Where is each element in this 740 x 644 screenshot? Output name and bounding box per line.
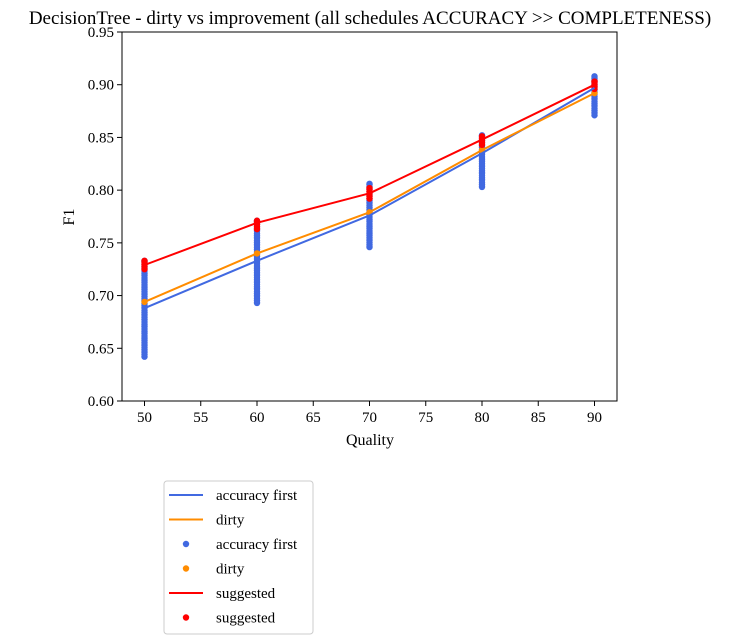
y-tick-label: 0.90 <box>88 78 114 94</box>
legend-label: accuracy first <box>216 488 298 504</box>
x-tick-label: 85 <box>531 410 546 426</box>
y-axis-label: F1 <box>61 209 78 226</box>
x-tick-label: 70 <box>362 410 377 426</box>
series-line-dirty <box>144 92 595 303</box>
legend: accuracy first dirty accuracy first dirty su… <box>163 480 314 635</box>
y-tick-label: 0.95 <box>88 25 114 41</box>
scatter-point-suggested <box>141 257 148 264</box>
legend-dot-marker <box>182 565 190 572</box>
x-tick-label: 60 <box>250 410 265 426</box>
y-tick-label: 0.75 <box>88 236 114 252</box>
x-tick-label: 80 <box>475 410 490 426</box>
y-tick-label: 0.80 <box>88 183 114 199</box>
legend-dot-marker <box>182 540 190 548</box>
legend-label: suggested <box>216 611 276 627</box>
x-tick-label: 50 <box>137 410 152 426</box>
x-tick-label: 65 <box>306 410 321 426</box>
chart-title: DecisionTree - dirty vs improvement (all… <box>29 8 711 29</box>
y-tick-label: 0.70 <box>88 289 114 305</box>
x-tick-label: 90 <box>587 410 602 426</box>
legend-label: accuracy first <box>216 537 298 553</box>
x-tick-label: 75 <box>418 410 433 426</box>
legend-label: dirty <box>216 562 245 578</box>
scatter-point-suggested <box>591 78 598 85</box>
y-tick-label: 0.65 <box>88 341 114 357</box>
scatter-point-accuracy-first <box>591 73 598 80</box>
y-tick-label: 0.85 <box>88 130 114 146</box>
legend-label: dirty <box>216 513 245 529</box>
legend-label: suggested <box>216 586 276 602</box>
y-tick-label: 0.60 <box>88 394 114 410</box>
x-axis-label: Quality <box>346 432 394 449</box>
series-line-suggested <box>144 83 595 266</box>
scatter-point-suggested <box>366 184 373 192</box>
legend-dot-marker <box>182 614 190 621</box>
x-tick-label: 55 <box>193 410 208 426</box>
plot-frame <box>121 31 618 402</box>
plot-area: 50 55 60 65 70 75 80 85 90 0.60 0.65 0.70 0.75 0.80 0.… <box>88 25 602 426</box>
